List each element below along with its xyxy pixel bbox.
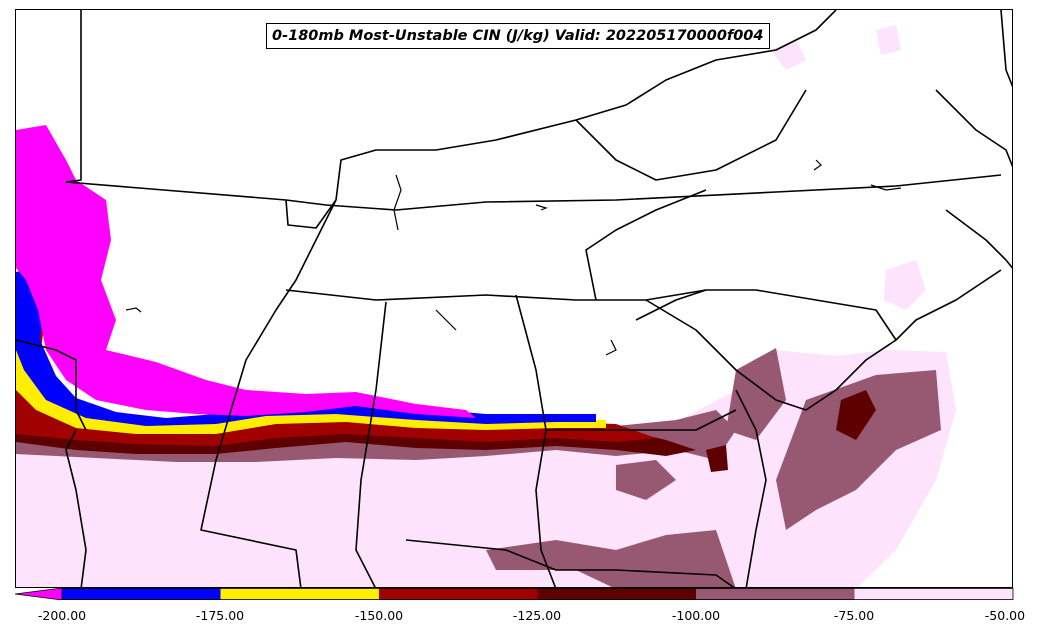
map-title: 0-180mb Most-Unstable CIN (J/kg) Valid: … xyxy=(266,23,770,49)
colorbar-segment-175-150 xyxy=(220,588,379,600)
colorbar-tick-label: -150.00 xyxy=(354,608,404,623)
colorbar-segment-100-75 xyxy=(696,588,855,600)
colorbar-segment-75-50 xyxy=(854,588,1013,600)
cin-band-dark-red xyxy=(16,390,876,472)
colorbar-tick-label: -125.00 xyxy=(512,608,562,623)
colorbar-segment-200-175 xyxy=(62,588,221,600)
map-features xyxy=(125,159,902,356)
map-panel: 0-180mb Most-Unstable CIN (J/kg) Valid: … xyxy=(15,9,1013,588)
colorbar-segment-lt-200 xyxy=(15,588,63,600)
colorbar-segment-125-100 xyxy=(537,588,696,600)
colorbar xyxy=(15,588,1014,600)
cin-band-magenta xyxy=(16,125,476,418)
cin-map xyxy=(16,10,1012,587)
colorbar-tick-label: -50.00 xyxy=(984,608,1026,623)
colorbar-tick-label: -175.00 xyxy=(195,608,245,623)
colorbar-tick-label: -100.00 xyxy=(671,608,721,623)
cin-band-blue xyxy=(16,268,596,426)
colorbar-segment-150-125 xyxy=(379,588,538,600)
state-borders xyxy=(16,10,1012,587)
colorbar-outline xyxy=(61,588,1014,600)
colorbar-tick-label: -75.00 xyxy=(833,608,875,623)
colorbar-tick-label: -200.00 xyxy=(37,608,87,623)
cin-band-light-pink xyxy=(16,25,956,587)
